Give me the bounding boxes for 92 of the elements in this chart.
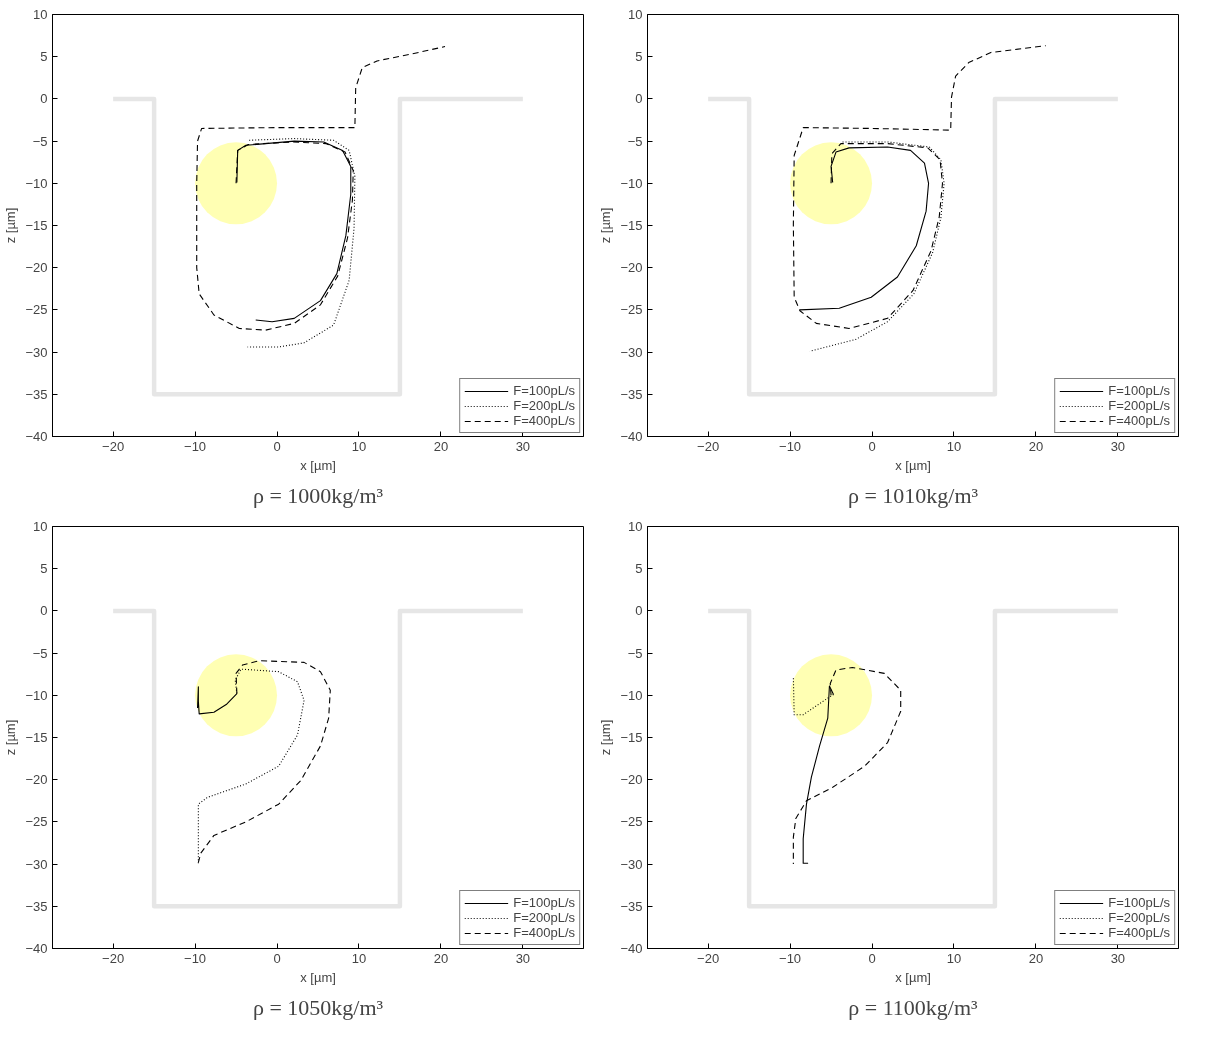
x-tick-label: 10 bbox=[946, 950, 962, 966]
y-tick-label: −30 bbox=[620, 344, 643, 360]
x-tick-label: 30 bbox=[515, 438, 531, 454]
legend-label: F=200pL/s bbox=[1108, 910, 1170, 925]
y-tick-label: −35 bbox=[620, 386, 643, 402]
legend-label: F=400pL/s bbox=[1108, 413, 1170, 428]
legend-label: F=200pL/s bbox=[513, 398, 575, 413]
y-tick-label: −20 bbox=[620, 260, 643, 276]
x-tick-label: 0 bbox=[868, 950, 876, 966]
x-tick-label: 0 bbox=[273, 950, 281, 966]
y-tick-label: −20 bbox=[620, 772, 643, 788]
y-tick-label: 10 bbox=[33, 7, 48, 22]
y-tick-label: −15 bbox=[25, 218, 48, 233]
x-tick-label: 0 bbox=[868, 438, 876, 454]
y-tick-label: −10 bbox=[620, 175, 643, 191]
y-tick-label: −30 bbox=[25, 856, 48, 872]
y-tick-label: −20 bbox=[25, 260, 48, 276]
y-tick-label: −25 bbox=[620, 302, 643, 318]
x-tick-label: 30 bbox=[1110, 950, 1126, 966]
x-tick-label: −10 bbox=[779, 438, 802, 454]
y-tick-label: 5 bbox=[40, 561, 48, 577]
x-tick-label: 10 bbox=[351, 950, 367, 966]
y-axis-title: z [µm] bbox=[598, 719, 614, 756]
y-tick-label: −20 bbox=[25, 772, 48, 788]
y-tick-label: −25 bbox=[25, 814, 48, 830]
y-tick-label: 0 bbox=[40, 91, 48, 107]
legend-label: F=200pL/s bbox=[1108, 398, 1170, 413]
y-tick-label: 10 bbox=[628, 7, 643, 22]
y-tick-label: 5 bbox=[635, 49, 643, 65]
y-tick-label: −25 bbox=[620, 814, 643, 830]
y-tick-label: 0 bbox=[635, 91, 643, 107]
x-tick-label: −10 bbox=[184, 438, 207, 454]
y-tick-label: −15 bbox=[620, 218, 643, 233]
x-tick-label: 30 bbox=[515, 950, 531, 966]
legend-label: F=400pL/s bbox=[513, 925, 575, 940]
y-tick-label: −15 bbox=[620, 730, 643, 745]
y-tick-label: 10 bbox=[628, 519, 643, 534]
y-tick-label: −40 bbox=[25, 429, 48, 444]
y-tick-label: −35 bbox=[620, 898, 643, 914]
x-tick-label: −20 bbox=[697, 950, 720, 966]
x-tick-label: −10 bbox=[184, 950, 207, 966]
legend-label: F=400pL/s bbox=[513, 413, 575, 428]
y-tick-label: −25 bbox=[25, 302, 48, 318]
legend-label: F=400pL/s bbox=[1108, 925, 1170, 940]
x-tick-label: 10 bbox=[946, 438, 962, 454]
x-tick-label: 10 bbox=[351, 438, 367, 454]
y-tick-label: −10 bbox=[25, 687, 48, 703]
x-tick-label: −20 bbox=[102, 438, 125, 454]
x-tick-label: 30 bbox=[1110, 438, 1126, 454]
y-tick-label: −5 bbox=[627, 645, 643, 661]
x-tick-label: 0 bbox=[273, 438, 281, 454]
y-tick-label: −40 bbox=[620, 429, 643, 444]
y-tick-label: −15 bbox=[25, 730, 48, 745]
legend-label: F=100pL/s bbox=[1108, 383, 1170, 398]
y-tick-label: −5 bbox=[32, 133, 48, 149]
y-tick-label: −10 bbox=[25, 175, 48, 191]
y-tick-label: 0 bbox=[40, 603, 48, 619]
x-tick-label: 20 bbox=[433, 438, 449, 454]
y-tick-label: −35 bbox=[25, 898, 48, 914]
y-axis-title: z [µm] bbox=[598, 207, 614, 244]
y-tick-label: 5 bbox=[635, 561, 643, 577]
x-tick-label: −10 bbox=[779, 950, 802, 966]
legend-label: F=200pL/s bbox=[513, 910, 575, 925]
text: ρ = 1050kg/m³ bbox=[252, 994, 384, 1020]
text: ρ = 1100kg/m³ bbox=[848, 994, 979, 1020]
y-tick-label: −5 bbox=[32, 645, 48, 661]
legend-label: F=100pL/s bbox=[513, 383, 575, 398]
y-tick-label: −40 bbox=[620, 941, 643, 956]
y-axis-title: z [µm] bbox=[3, 719, 19, 756]
y-tick-label: 5 bbox=[40, 49, 48, 65]
x-tick-label: 20 bbox=[433, 950, 449, 966]
y-axis-title: z [µm] bbox=[3, 207, 19, 244]
x-axis-title: x [µm] bbox=[300, 457, 336, 473]
y-tick-label: −40 bbox=[25, 941, 48, 956]
y-tick-label: −10 bbox=[620, 687, 643, 703]
legend-label: F=100pL/s bbox=[513, 895, 575, 910]
y-tick-label: −30 bbox=[620, 856, 643, 872]
text: ρ = 1010kg/m³ bbox=[847, 482, 979, 508]
x-axis-title: x [µm] bbox=[300, 969, 336, 985]
y-tick-label: −5 bbox=[627, 133, 643, 149]
y-tick-label: 10 bbox=[33, 519, 48, 534]
legend-label: F=100pL/s bbox=[1108, 895, 1170, 910]
x-axis-title: x [µm] bbox=[895, 969, 931, 985]
y-tick-label: −35 bbox=[25, 386, 48, 402]
x-axis-title: x [µm] bbox=[895, 457, 931, 473]
x-tick-label: 20 bbox=[1028, 950, 1044, 966]
x-tick-label: −20 bbox=[102, 950, 125, 966]
y-tick-label: 0 bbox=[635, 603, 643, 619]
x-tick-label: −20 bbox=[697, 438, 720, 454]
x-tick-label: 20 bbox=[1028, 438, 1044, 454]
y-tick-label: −30 bbox=[25, 344, 48, 360]
text: ρ = 1000kg/m³ bbox=[252, 482, 384, 508]
